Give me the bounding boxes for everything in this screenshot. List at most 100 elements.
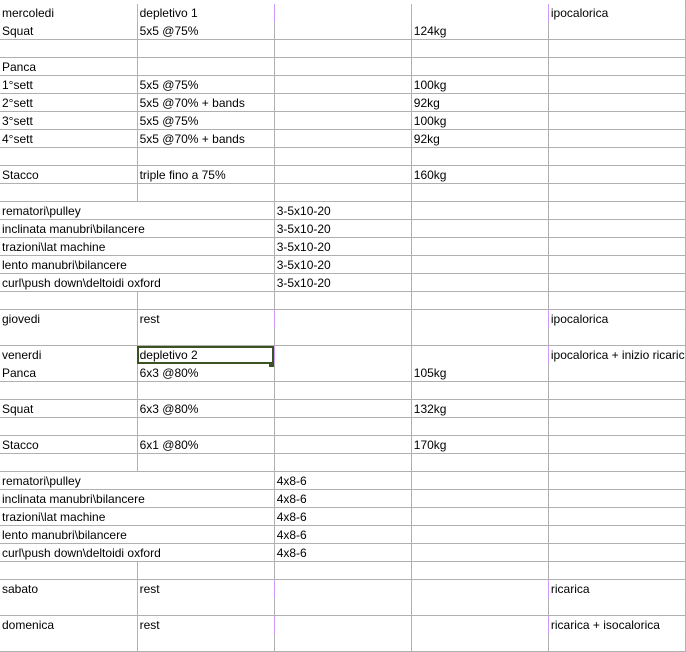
day-diet-cell[interactable]: ricarica + isocalorica: [548, 615, 686, 634]
day-diet-cell[interactable]: ipocalorica + inizio ricarica: [548, 345, 686, 364]
empty-cell[interactable]: [274, 417, 412, 436]
accessory-scheme-cell[interactable]: 4x8-6: [274, 543, 412, 562]
accessory-scheme-cell[interactable]: 3-5x10-20: [274, 273, 412, 292]
lift-scheme-cell[interactable]: 5x5 @75%: [137, 75, 275, 94]
lift-scheme-cell[interactable]: 6x1 @80%: [137, 435, 275, 454]
lift-name-cell[interactable]: Squat: [0, 399, 138, 418]
col-c-cell[interactable]: [274, 75, 412, 94]
accessory-scheme-cell[interactable]: 4x8-6: [274, 507, 412, 526]
accessory-exercise-cell[interactable]: curl\push down\deltoidi oxford: [0, 543, 275, 562]
col-c-cell[interactable]: [274, 165, 412, 184]
empty-cell[interactable]: [0, 327, 138, 346]
empty-cell[interactable]: [411, 633, 549, 652]
day-plan-cell[interactable]: depletivo 2: [137, 345, 275, 364]
empty-cell[interactable]: [137, 39, 275, 58]
empty-cell[interactable]: [137, 453, 275, 472]
lift-weight-cell[interactable]: 105kg: [411, 363, 549, 382]
empty-cell[interactable]: [0, 453, 138, 472]
day-name-cell[interactable]: giovedi: [0, 309, 138, 328]
lift-weight-cell[interactable]: 124kg: [411, 21, 549, 40]
lift-name-cell[interactable]: Panca: [0, 363, 138, 382]
col-e-cell[interactable]: [548, 57, 686, 76]
col-e-cell[interactable]: [548, 165, 686, 184]
empty-cell[interactable]: [137, 291, 275, 310]
empty-cell[interactable]: [548, 291, 686, 310]
accessory-col-d-cell[interactable]: [411, 255, 549, 274]
accessory-col-e-cell[interactable]: [548, 237, 686, 256]
col-e-cell[interactable]: [548, 75, 686, 94]
empty-cell[interactable]: [137, 597, 275, 616]
week-label-cell[interactable]: 1°sett: [0, 75, 138, 94]
accessory-col-e-cell[interactable]: [548, 507, 686, 526]
lift-scheme-cell[interactable]: 5x5 @75%: [137, 21, 275, 40]
accessory-col-d-cell[interactable]: [411, 507, 549, 526]
col-c-cell[interactable]: [274, 21, 412, 40]
empty-cell[interactable]: [274, 561, 412, 580]
empty-cell[interactable]: [548, 147, 686, 166]
accessory-exercise-cell[interactable]: lento manubri\bilancere: [0, 525, 275, 544]
accessory-col-d-cell[interactable]: [411, 201, 549, 220]
accessory-exercise-cell[interactable]: trazioni\lat machine: [0, 237, 275, 256]
accessory-col-e-cell[interactable]: [548, 219, 686, 238]
day-col-d-cell[interactable]: [411, 4, 549, 22]
col-e-cell[interactable]: [548, 435, 686, 454]
empty-cell[interactable]: [411, 561, 549, 580]
accessory-col-d-cell[interactable]: [411, 525, 549, 544]
day-col-c-cell[interactable]: [274, 309, 412, 328]
lift-name-cell[interactable]: Stacco: [0, 165, 138, 184]
empty-cell[interactable]: [411, 183, 549, 202]
lift-name-cell[interactable]: Panca: [0, 57, 138, 76]
day-plan-cell[interactable]: rest: [137, 309, 275, 328]
empty-cell[interactable]: [411, 381, 549, 400]
empty-cell[interactable]: [411, 291, 549, 310]
lift-name-cell[interactable]: Squat: [0, 21, 138, 40]
accessory-exercise-cell[interactable]: rematori\pulley: [0, 201, 275, 220]
empty-cell[interactable]: [274, 597, 412, 616]
empty-cell[interactable]: [0, 417, 138, 436]
empty-cell[interactable]: [411, 147, 549, 166]
lift-weight-cell[interactable]: 170kg: [411, 435, 549, 454]
empty-cell[interactable]: [0, 183, 138, 202]
day-col-d-cell[interactable]: [411, 615, 549, 634]
empty-cell[interactable]: [548, 633, 686, 652]
lift-weight-cell[interactable]: 132kg: [411, 399, 549, 418]
accessory-exercise-cell[interactable]: inclinata manubri\bilancere: [0, 219, 275, 238]
col-e-cell[interactable]: [548, 21, 686, 40]
accessory-scheme-cell[interactable]: 4x8-6: [274, 525, 412, 544]
day-diet-cell[interactable]: ipocalorica: [548, 4, 686, 22]
col-c-cell[interactable]: [274, 57, 412, 76]
empty-cell[interactable]: [548, 417, 686, 436]
lift-weight-cell[interactable]: 100kg: [411, 111, 549, 130]
empty-cell[interactable]: [0, 147, 138, 166]
col-c-cell[interactable]: [274, 363, 412, 382]
accessory-col-d-cell[interactable]: [411, 489, 549, 508]
accessory-col-d-cell[interactable]: [411, 543, 549, 562]
empty-cell[interactable]: [0, 561, 138, 580]
day-col-c-cell[interactable]: [274, 615, 412, 634]
empty-cell[interactable]: [548, 561, 686, 580]
empty-cell[interactable]: [411, 39, 549, 58]
lift-weight-cell[interactable]: 92kg: [411, 129, 549, 148]
lift-scheme-cell[interactable]: 5x5 @70% + bands: [137, 93, 275, 112]
col-e-cell[interactable]: [548, 111, 686, 130]
empty-cell[interactable]: [548, 381, 686, 400]
lift-scheme-cell[interactable]: [137, 57, 275, 76]
col-e-cell[interactable]: [548, 399, 686, 418]
accessory-scheme-cell[interactable]: 3-5x10-20: [274, 219, 412, 238]
empty-cell[interactable]: [548, 183, 686, 202]
lift-scheme-cell[interactable]: 5x5 @70% + bands: [137, 129, 275, 148]
lift-weight-cell[interactable]: 92kg: [411, 93, 549, 112]
accessory-scheme-cell[interactable]: 4x8-6: [274, 489, 412, 508]
accessory-col-d-cell[interactable]: [411, 219, 549, 238]
empty-cell[interactable]: [274, 633, 412, 652]
accessory-exercise-cell[interactable]: trazioni\lat machine: [0, 507, 275, 526]
day-diet-cell[interactable]: ipocalorica: [548, 309, 686, 328]
empty-cell[interactable]: [0, 39, 138, 58]
empty-cell[interactable]: [0, 597, 138, 616]
empty-cell[interactable]: [274, 381, 412, 400]
empty-cell[interactable]: [137, 183, 275, 202]
day-name-cell[interactable]: mercoledi: [0, 4, 138, 22]
lift-weight-cell[interactable]: 100kg: [411, 75, 549, 94]
week-label-cell[interactable]: 3°sett: [0, 111, 138, 130]
empty-cell[interactable]: [548, 453, 686, 472]
